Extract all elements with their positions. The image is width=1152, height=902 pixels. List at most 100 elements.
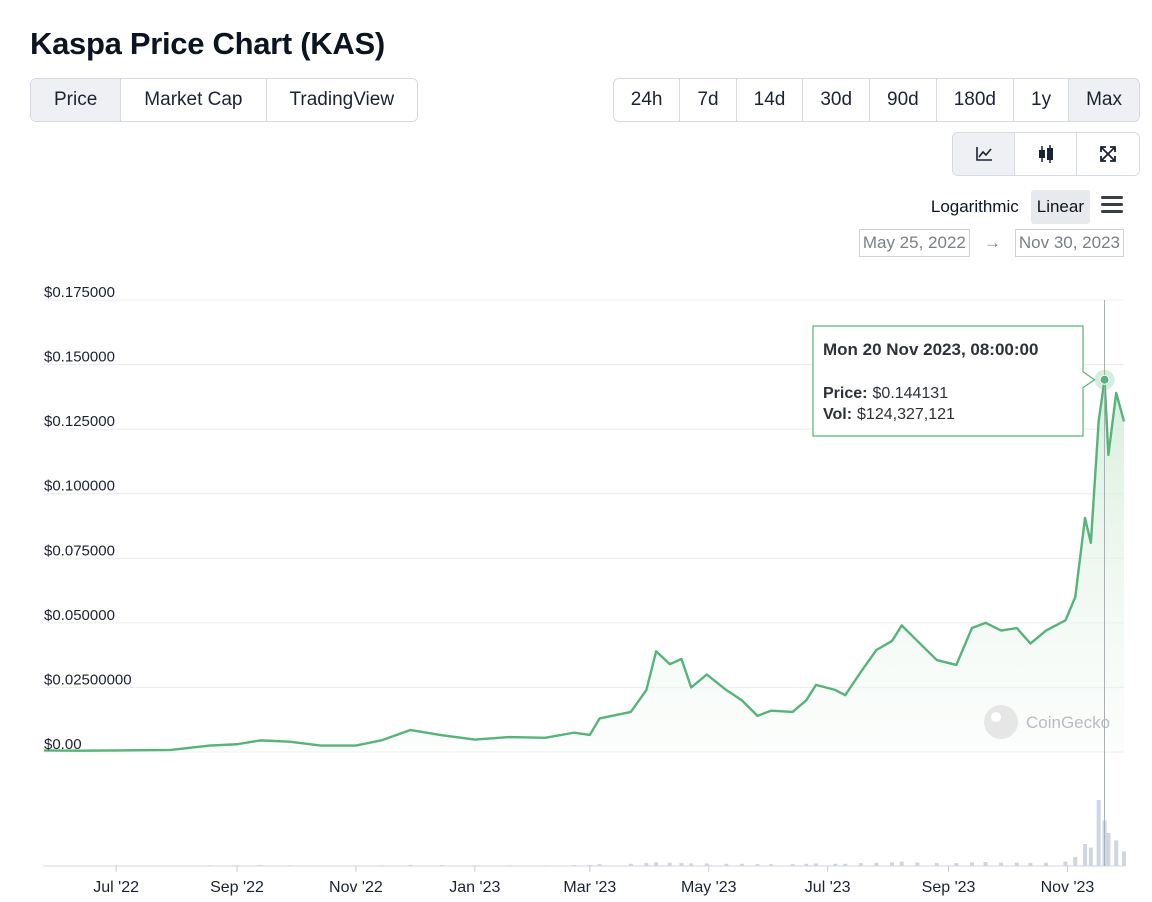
volume-bar <box>843 863 848 866</box>
axes: $0.175000 $0.150000 $0.125000 $0.100000 $0.0… <box>44 284 1124 896</box>
x-tick-label: May '23 <box>681 879 737 896</box>
x-tick-label: Jul '23 <box>805 879 851 896</box>
date-from[interactable]: May 25, 2022 <box>858 229 970 257</box>
volume-bar <box>1114 840 1119 866</box>
x-tick-label: Sep '22 <box>210 879 264 896</box>
volume-bar <box>1083 844 1088 866</box>
volume-bar <box>1063 861 1068 866</box>
range-button[interactable]: 1y <box>1014 79 1070 121</box>
scale-option[interactable]: Logarithmic <box>930 197 1019 216</box>
tooltip-box <box>812 325 1096 437</box>
watermark-logo-eye <box>991 712 1001 722</box>
volume-bar <box>704 863 709 866</box>
price-line <box>43 378 1126 752</box>
volume-bar <box>983 861 988 866</box>
scale-toggle: Logarithmic Linear <box>919 190 1090 224</box>
watermark-text: CoinGecko <box>1026 713 1110 732</box>
volume-bar <box>874 862 879 866</box>
y-tick-label: $0.00 <box>44 736 82 753</box>
tooltip: Mon 20 Nov 2023, 08:00:00 Price: $0.144131… <box>812 300 1115 866</box>
volume-bar <box>954 863 959 866</box>
volume-bars <box>42 800 1126 866</box>
range-button[interactable]: 14d <box>736 79 804 121</box>
volume-bar <box>1028 863 1033 866</box>
y-tick-label: $0.125000 <box>44 413 115 430</box>
menu-icon <box>1101 196 1123 213</box>
volume-bar <box>769 864 774 866</box>
volume-bar <box>915 862 920 866</box>
chart-mode-buttons <box>952 132 1140 176</box>
x-tick-label: Jan '23 <box>449 879 500 896</box>
y-tick-label: $0.100000 <box>44 478 115 495</box>
y-tick-label: $0.050000 <box>44 607 115 624</box>
scale-option[interactable]: Linear <box>1030 190 1090 224</box>
range-button[interactable]: 180d <box>936 79 1015 121</box>
volume-bar <box>667 862 672 866</box>
tooltip-vol: $124,327,121 <box>857 406 955 423</box>
volume-bar <box>1088 847 1093 866</box>
candlestick-button[interactable] <box>1015 133 1077 175</box>
date-range: May 25, 2022 → Nov 30, 2023 <box>858 229 1124 257</box>
y-tick-label: $0.175000 <box>44 284 115 301</box>
tab-button[interactable]: TradingView <box>266 79 418 121</box>
volume-bar <box>833 863 838 866</box>
watermark-logo <box>984 705 1018 739</box>
volume-bar <box>644 863 649 866</box>
volume-bar <box>890 862 895 866</box>
x-tick-label: Sep '23 <box>922 879 976 896</box>
grid <box>44 299 1124 753</box>
y-tick-label: $0.150000 <box>44 349 115 366</box>
volume-bar <box>858 863 863 866</box>
volume-bar <box>804 863 809 866</box>
x-tick-label: Jul '22 <box>93 879 139 896</box>
x-tick-label: Nov '22 <box>329 879 383 896</box>
range-button[interactable]: Max <box>1069 79 1139 121</box>
tab-button[interactable]: Market Cap <box>121 79 267 121</box>
volume-bar <box>654 862 659 866</box>
volume-bar <box>813 863 818 866</box>
range-button[interactable]: 90d <box>870 79 937 121</box>
lines <box>43 378 1126 752</box>
chart-tabs: Price Market Cap TradingView <box>30 78 419 122</box>
line-icon <box>975 147 992 161</box>
volume-bar <box>999 862 1004 866</box>
volume-bar <box>679 863 684 866</box>
volume-bar <box>739 863 744 866</box>
volume-bar <box>408 864 413 866</box>
line-chart-button[interactable] <box>953 133 1015 175</box>
volume-bar <box>899 861 904 866</box>
date-separator: → <box>983 233 1001 252</box>
volume-bar <box>1096 800 1101 866</box>
volume-bar <box>755 864 760 866</box>
y-tick-label: $0.02500000 <box>44 671 132 688</box>
tab-button[interactable]: Price <box>31 79 122 121</box>
fullscreen-button[interactable] <box>1077 133 1139 175</box>
volume-bar <box>587 864 592 866</box>
x-tick-label: Mar '23 <box>563 879 616 896</box>
volume-bar <box>689 863 694 866</box>
volume-bar <box>724 863 729 866</box>
volume-bar <box>1073 856 1078 866</box>
tooltip-date: Mon 20 Nov 2023, 08:00:00 <box>823 340 1038 359</box>
menu-button[interactable] <box>1100 194 1124 219</box>
watermark: CoinGecko <box>984 705 1110 739</box>
x-tick-label: Nov '23 <box>1041 879 1095 896</box>
volume-bar <box>790 864 795 866</box>
y-tick-label: $0.075000 <box>44 542 115 559</box>
page-title: Kaspa Price Chart (KAS) <box>30 26 385 61</box>
range-buttons: 24h 7d 14d 30d 90d 180d 1y Max <box>612 78 1140 122</box>
expand-icon <box>1100 146 1116 162</box>
range-button[interactable]: 7d <box>680 79 737 121</box>
volume-bar <box>1122 851 1126 866</box>
tooltip-price-label: Price: <box>823 385 867 402</box>
range-button[interactable]: 24h <box>613 79 681 121</box>
tooltip-price: $0.144131 <box>872 385 948 402</box>
range-button[interactable]: 30d <box>803 79 871 121</box>
volume-bar <box>628 863 633 866</box>
volume-bar <box>1014 862 1019 866</box>
date-to[interactable]: Nov 30, 2023 <box>1014 229 1124 257</box>
volume-bar <box>1044 862 1049 866</box>
volume-bar <box>934 863 939 866</box>
